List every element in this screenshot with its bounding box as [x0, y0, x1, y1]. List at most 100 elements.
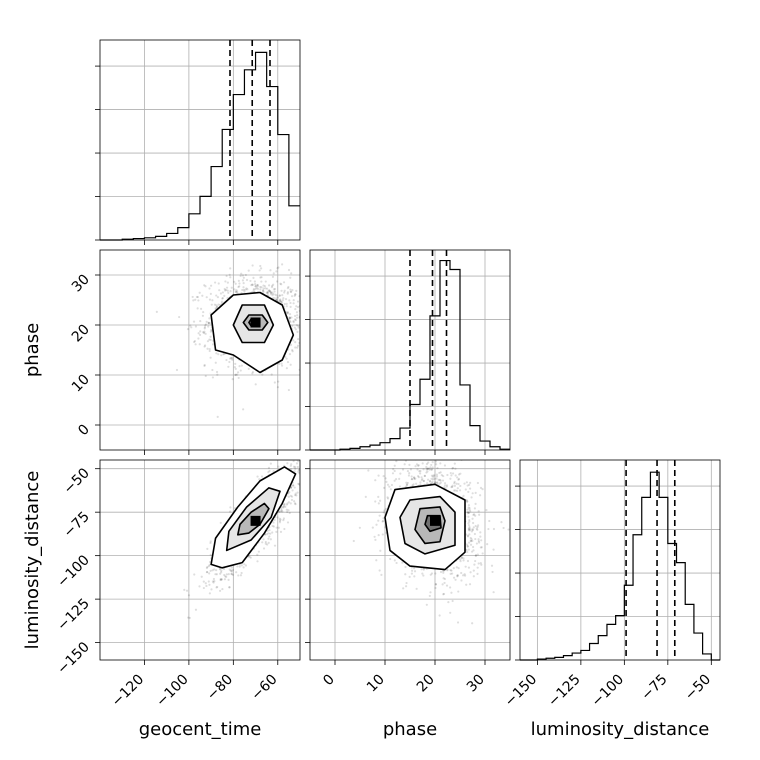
scatter-point	[454, 455, 456, 457]
scatter-point	[487, 527, 490, 531]
scatter-point	[207, 325, 210, 328]
scatter-point	[269, 269, 272, 272]
scatter-point	[272, 283, 275, 286]
scatter-point	[194, 325, 198, 328]
ticks	[95, 65, 279, 245]
scatter-point	[294, 467, 297, 470]
scatter-point	[450, 456, 452, 458]
scatter-point	[466, 559, 470, 563]
scatter-point	[421, 462, 424, 465]
scatter-point	[272, 525, 275, 528]
scatter-point	[406, 481, 409, 485]
scatter-point	[403, 463, 406, 466]
scatter-point	[472, 575, 475, 578]
scatter-point	[214, 307, 217, 310]
scatter-point	[251, 372, 254, 375]
scatter-point	[283, 527, 286, 531]
scatter-point	[479, 535, 482, 538]
scatter-point	[384, 507, 388, 511]
scatter-point	[256, 284, 259, 287]
scatter-point	[445, 484, 449, 487]
scatter-point	[468, 506, 471, 510]
scatter-point	[189, 324, 192, 327]
scatter-point	[214, 573, 217, 576]
scatter-point	[275, 294, 278, 297]
x-tick-label: −150	[502, 672, 541, 711]
scatter-point	[207, 322, 210, 325]
scatter-point	[405, 581, 408, 585]
scatter-point	[280, 283, 283, 286]
scatter-point	[312, 471, 314, 473]
scatter-point	[272, 470, 275, 473]
scatter-point	[467, 522, 470, 525]
scatter-point	[322, 338, 324, 340]
scatter-point	[236, 565, 239, 568]
xlabel-phase: phase	[383, 719, 437, 740]
y-tick-label: 20	[69, 322, 93, 346]
scatter-point	[466, 512, 469, 515]
scatter-point	[186, 327, 190, 331]
scatter-point	[408, 575, 411, 578]
scatter-point	[289, 288, 292, 291]
scatter-point	[378, 569, 381, 572]
scatter-point	[279, 282, 282, 285]
scatter-point	[445, 485, 448, 488]
scatter-point	[194, 608, 198, 611]
scatter-point	[287, 501, 290, 504]
scatter-point	[300, 341, 302, 343]
scatter-point	[479, 494, 482, 497]
scatter-point	[259, 276, 262, 279]
scatter-point	[198, 343, 201, 346]
scatter-point	[460, 579, 463, 582]
scatter-point	[280, 364, 284, 367]
scatter-point	[291, 489, 294, 492]
scatter-point	[467, 548, 470, 551]
scatter-point	[485, 508, 488, 512]
scatter-point	[242, 288, 245, 292]
scatter-point	[480, 546, 483, 549]
scatter-point	[466, 545, 470, 548]
scatter-point	[252, 289, 255, 292]
scatter-point	[281, 294, 284, 297]
scatter-point	[242, 286, 245, 289]
scatter-point	[434, 481, 437, 484]
scatter-point	[267, 532, 270, 535]
scatter-point	[206, 565, 209, 569]
scatter-point	[209, 569, 212, 572]
scatter-point	[214, 361, 217, 364]
scatter-point	[260, 286, 263, 289]
scatter-point	[279, 300, 283, 303]
scatter-point	[290, 495, 294, 498]
scatter-point	[469, 481, 472, 484]
histogram-steps	[310, 259, 510, 451]
scatter-point	[298, 472, 300, 475]
scatter-point	[237, 279, 240, 283]
scatter-point	[244, 564, 248, 567]
x-tick-label: 20	[414, 672, 438, 696]
scatter-point	[477, 562, 480, 565]
scatter-point	[318, 435, 320, 437]
scatter-point	[267, 537, 270, 540]
scatter-point	[476, 553, 479, 556]
scatter-point	[492, 591, 495, 594]
scatter-point	[226, 296, 229, 300]
scatter-point	[238, 365, 241, 368]
scatter-point	[288, 316, 291, 319]
scatter-point	[258, 478, 261, 481]
scatter-point	[204, 582, 207, 585]
scatter-point	[204, 324, 207, 327]
x-tick-label: −80	[204, 672, 236, 704]
scatter-point	[230, 570, 234, 573]
scatter-point	[386, 496, 389, 499]
scatter-point	[434, 572, 437, 575]
x-tick-label: −125	[545, 672, 584, 711]
scatter-point	[379, 549, 382, 552]
scatter-point	[450, 591, 453, 594]
scatter-point	[254, 283, 257, 286]
scatter-point	[245, 287, 248, 290]
scatter-point	[408, 454, 410, 456]
scatter-point	[297, 441, 299, 443]
scatter-point	[425, 603, 428, 606]
scatter-point	[220, 354, 223, 357]
scatter-point	[262, 547, 266, 550]
